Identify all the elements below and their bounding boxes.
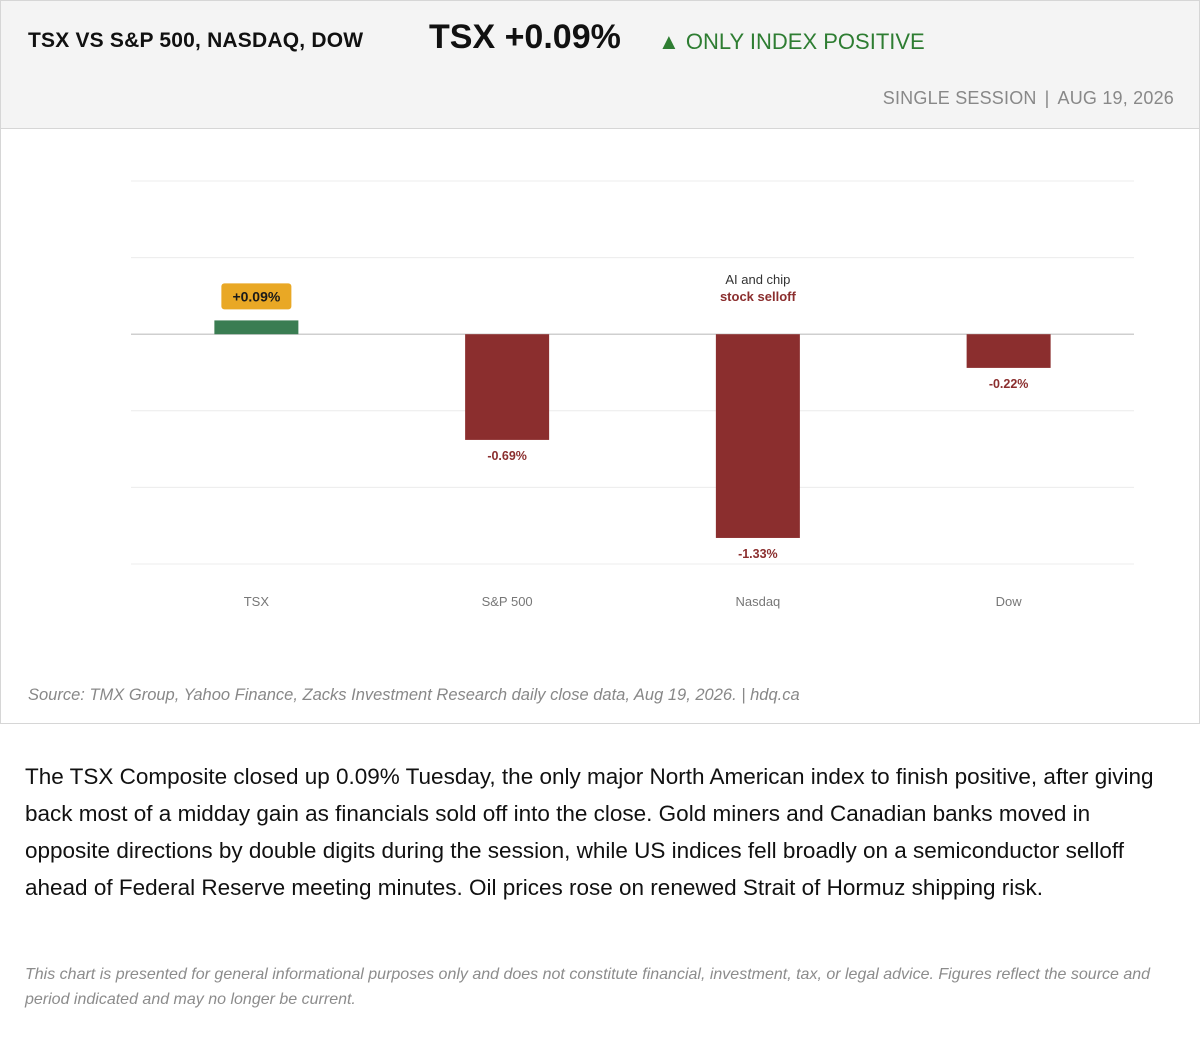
- data-label: -1.33%: [738, 547, 778, 561]
- chart-card: TSX VS S&P 500, NASDAQ, DOW TSX +0.09% ▲…: [0, 0, 1200, 724]
- status-badge-text: ONLY INDEX POSITIVE: [685, 29, 925, 54]
- status-badge: ▲ ONLY INDEX POSITIVE: [658, 29, 925, 55]
- category-label: TSX: [244, 594, 270, 609]
- data-label-badge: [221, 283, 292, 310]
- chart-header: TSX VS S&P 500, NASDAQ, DOW TSX +0.09% ▲…: [1, 1, 1199, 129]
- bar: [966, 334, 1051, 368]
- data-label: -0.22%: [989, 377, 1029, 391]
- data-label: +0.09%: [232, 288, 280, 304]
- annotation-line-2: stock selloff: [720, 289, 797, 304]
- category-label: Dow: [996, 594, 1023, 609]
- bar: [214, 320, 299, 335]
- bar: [715, 334, 800, 538]
- category-label: S&P 500: [482, 594, 533, 609]
- annotation-line-1: AI and chip: [725, 272, 790, 287]
- session-info: SINGLE SESSION | AUG 19, 2026: [883, 88, 1174, 109]
- triangle-up-icon: ▲: [658, 29, 680, 54]
- data-label: -0.69%: [487, 449, 527, 463]
- summary-paragraph: The TSX Composite closed up 0.09% Tuesda…: [25, 764, 1154, 900]
- bar-chart: +0.09% TSX -0.69% S&P 500 -1.33% Nasdaq AI and…: [131, 180, 1134, 609]
- disclaimer: This chart is presented for general info…: [25, 966, 1151, 1008]
- source-note: Source: TMX Group, Yahoo Finance, Zacks …: [28, 686, 800, 704]
- chart-title: TSX VS S&P 500, NASDAQ, DOW: [28, 29, 364, 52]
- category-label: Nasdaq: [735, 594, 780, 609]
- separator: |: [1044, 88, 1050, 108]
- bar: [465, 334, 550, 440]
- session-label: SINGLE SESSION: [882, 88, 1037, 108]
- headline-value: TSX +0.09%: [429, 18, 621, 56]
- session-date: AUG 19, 2026: [1057, 88, 1174, 108]
